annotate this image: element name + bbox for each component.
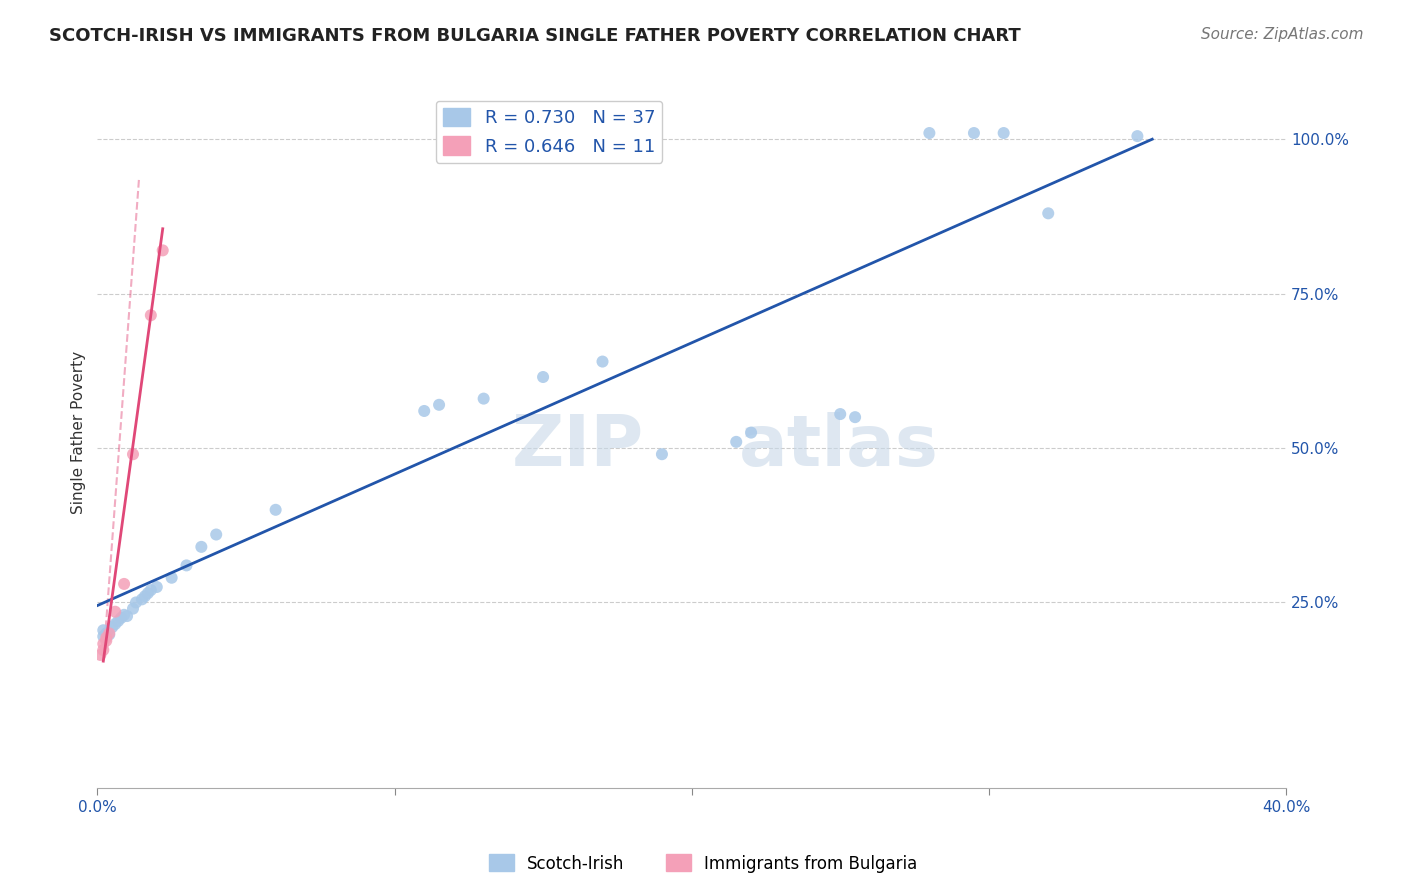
Point [107, 614, 129, 628]
Point [1038, 206, 1060, 220]
Point [115, 609, 138, 624]
Point [146, 580, 169, 594]
Point [725, 434, 748, 449]
Point [112, 577, 135, 591]
Y-axis label: Single Father Poverty: Single Father Poverty [72, 351, 86, 514]
Point [104, 617, 127, 632]
Point [830, 407, 852, 421]
Point [96, 631, 118, 645]
Point [963, 126, 986, 140]
Point [91, 629, 114, 643]
Point [918, 126, 941, 140]
Point [651, 447, 673, 461]
Point [190, 540, 212, 554]
Point [122, 447, 145, 461]
Point [160, 571, 183, 585]
Point [139, 583, 162, 598]
Point [89, 648, 111, 662]
Point [112, 607, 135, 622]
Point [740, 425, 762, 440]
Point [91, 643, 114, 657]
Point [104, 605, 127, 619]
Point [101, 620, 124, 634]
Point [91, 624, 114, 638]
Text: Source: ZipAtlas.com: Source: ZipAtlas.com [1201, 27, 1364, 42]
Text: atlas: atlas [740, 412, 939, 482]
Point [844, 410, 866, 425]
Point [413, 404, 436, 418]
Point [96, 633, 118, 648]
Point [98, 626, 121, 640]
Legend: Scotch-Irish, Immigrants from Bulgaria: Scotch-Irish, Immigrants from Bulgaria [482, 847, 924, 880]
Point [592, 354, 614, 368]
Text: SCOTCH-IRISH VS IMMIGRANTS FROM BULGARIA SINGLE FATHER POVERTY CORRELATION CHART: SCOTCH-IRISH VS IMMIGRANTS FROM BULGARIA… [49, 27, 1021, 45]
Point [993, 126, 1015, 140]
Point [122, 601, 145, 615]
Text: ZIP: ZIP [512, 412, 644, 482]
Legend: R = 0.730   N = 37, R = 0.646   N = 11: R = 0.730 N = 37, R = 0.646 N = 11 [436, 101, 662, 163]
Point [205, 527, 228, 541]
Point [131, 592, 153, 607]
Point [264, 503, 287, 517]
Point [136, 586, 159, 600]
Point [176, 558, 198, 573]
Point [472, 392, 495, 406]
Point [139, 308, 162, 322]
Point [531, 370, 554, 384]
Point [96, 626, 118, 640]
Point [152, 244, 174, 258]
Point [125, 595, 148, 609]
Point [1126, 129, 1149, 144]
Point [134, 589, 156, 603]
Point [98, 627, 121, 641]
Point [91, 637, 114, 651]
Point [110, 611, 132, 625]
Point [427, 398, 450, 412]
